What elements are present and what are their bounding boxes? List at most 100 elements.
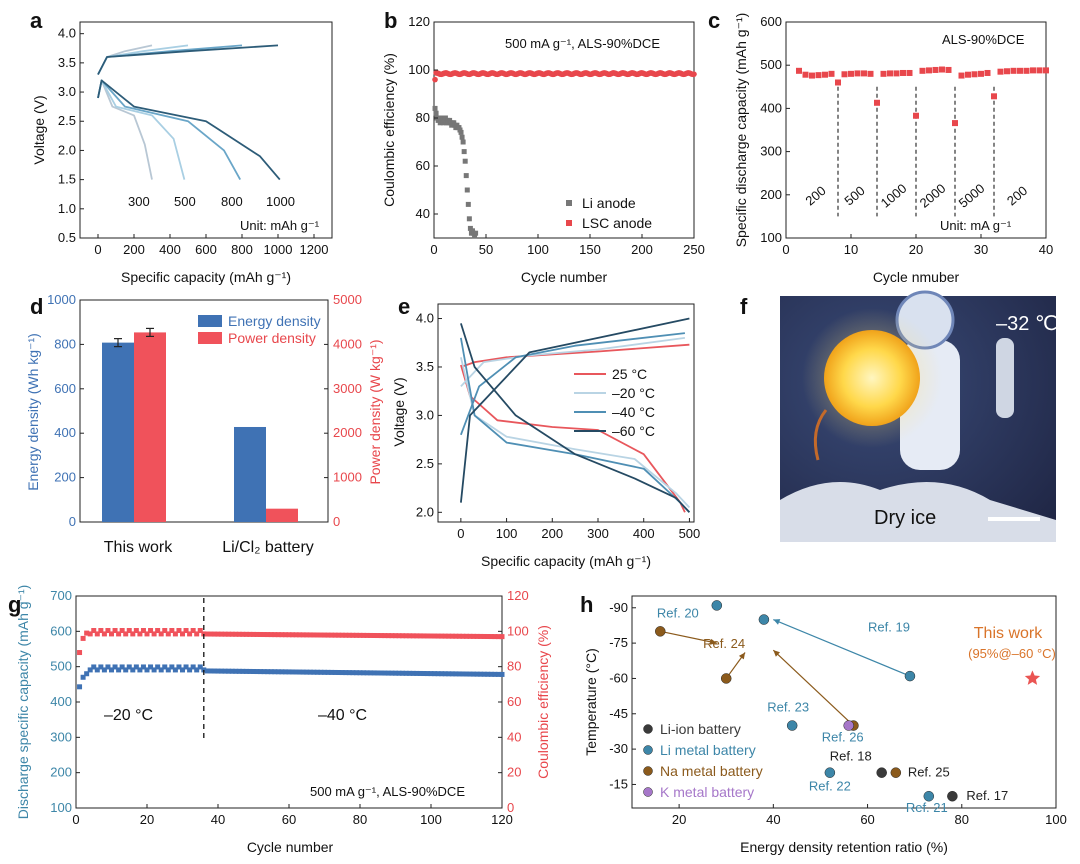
panel-a: a 0.5 1.0 1.5 2.0 2.5 3.0 3.5 4.0 0 200 400 600 800… (30, 8, 333, 285)
ce-point (368, 632, 374, 638)
capacity-point (240, 668, 246, 674)
legend-swatch-li-anode (566, 200, 572, 206)
capacity-point (407, 670, 413, 676)
ce-point (133, 628, 139, 634)
a-y-tick-label: 4.0 (58, 26, 76, 41)
ce-point (275, 632, 281, 638)
capacity-point (84, 671, 90, 677)
plot-frame-d (79, 299, 329, 523)
capacity-point (254, 669, 260, 675)
ce-point (322, 632, 327, 638)
capacity-point (417, 670, 423, 676)
capacity-point (151, 667, 157, 673)
capacity-point (906, 69, 913, 76)
ce-point (325, 632, 331, 638)
ce-point (194, 631, 200, 637)
y-ticks-a: 0.5 1.0 1.5 2.0 2.5 3.0 3.5 4.0 (58, 26, 84, 245)
capacity-point (357, 670, 363, 676)
ce-point (123, 631, 129, 637)
condition-note-g: 500 mA g⁻¹, ALS-90%DCE (310, 784, 465, 799)
this-work-star (1024, 670, 1041, 685)
e-x-tick-label: 400 (633, 526, 655, 541)
capacity-point (900, 69, 906, 76)
reference-point (655, 626, 666, 637)
ce-point (137, 631, 143, 637)
points-c (796, 66, 1049, 127)
capacity-point (474, 671, 480, 677)
reference-point (923, 790, 935, 802)
ce-point (314, 632, 320, 638)
trend-arrow (660, 630, 717, 644)
ce-point (211, 631, 217, 637)
ce-point (222, 631, 228, 637)
capacity-point (414, 670, 420, 676)
legend-label-h: Li metal battery (660, 742, 756, 758)
ce-point (424, 633, 430, 639)
capacity-point (91, 664, 97, 670)
y-ticks-b: 40 60 80 100 120 (408, 14, 438, 221)
trend-arrowhead (773, 650, 781, 657)
g-yl-tick-label: 300 (50, 729, 72, 744)
capacity-point (204, 668, 210, 674)
y-axis-label-right-d: Power density (W kg⁻¹) (367, 339, 383, 484)
g-yr-tick-label: 120 (507, 588, 529, 603)
capacity-point (796, 67, 802, 74)
ce-point (286, 632, 292, 638)
ce-point (393, 633, 398, 639)
a-x-tick-label: 400 (159, 242, 181, 257)
ce-point (172, 631, 178, 637)
ce-point (109, 631, 114, 637)
ce-point (272, 632, 278, 638)
ce-point (116, 631, 122, 637)
ce-point (485, 634, 491, 640)
capacity-point (432, 671, 438, 677)
capacity-point (424, 671, 430, 677)
capacity-point (190, 664, 196, 670)
ce-point (389, 633, 395, 639)
a-x-tick-label: 800 (231, 242, 253, 257)
legend-marker-h (643, 766, 653, 776)
plot-frame-e (437, 303, 695, 523)
panel-label-b: b (384, 8, 397, 33)
capacity-point (87, 667, 93, 673)
capacity-point (229, 668, 235, 674)
c-x-tick-label: 10 (844, 242, 858, 257)
e-y-tick-label: 2.5 (416, 456, 434, 471)
capacity-point (453, 671, 459, 677)
y-axis-label-e: Voltage (V) (391, 377, 407, 446)
category-this-work: This work (104, 539, 173, 556)
legend-label-li-anode: Li anode (582, 195, 636, 211)
a-y-tick-label: 0.5 (58, 230, 76, 245)
reference-point (904, 670, 916, 682)
capacity-point (1004, 68, 1010, 75)
capacity-point (382, 670, 388, 676)
g-yl-tick-label: 600 (50, 623, 72, 638)
capacity-point (311, 669, 317, 675)
reference-label: Ref. 25 (908, 765, 950, 780)
h-y-tick-label: -45 (609, 706, 628, 721)
ce-point (155, 628, 161, 634)
li-anode-point (463, 173, 469, 179)
ce-point (428, 633, 434, 639)
d-yl-tick-label: 1000 (47, 292, 76, 307)
e-x-tick-label: 0 (457, 526, 464, 541)
b-x-tick-label: 200 (631, 242, 653, 257)
capacity-point (371, 670, 377, 676)
h-x-tick-label: 40 (766, 812, 780, 827)
reference-point (711, 600, 723, 611)
charge-curve-e-0 (460, 343, 690, 368)
ce-point (329, 632, 335, 638)
b-x-tick-label: 0 (430, 242, 437, 257)
capacity-point (835, 79, 841, 86)
capacity-point (421, 671, 427, 677)
ce-point (293, 632, 299, 638)
capacity-point (148, 664, 154, 670)
h-y-tick-label: -30 (609, 741, 628, 756)
g-yr-tick-label: 80 (507, 659, 521, 674)
rate-dividers-c (837, 86, 995, 217)
unit-note-c: Unit: mA g⁻¹ (940, 218, 1012, 233)
ce-point (282, 632, 288, 638)
plot-frame-b (433, 21, 695, 239)
rate-label: 2000 (917, 181, 949, 211)
d-yr-tick-label: 3000 (333, 381, 362, 396)
